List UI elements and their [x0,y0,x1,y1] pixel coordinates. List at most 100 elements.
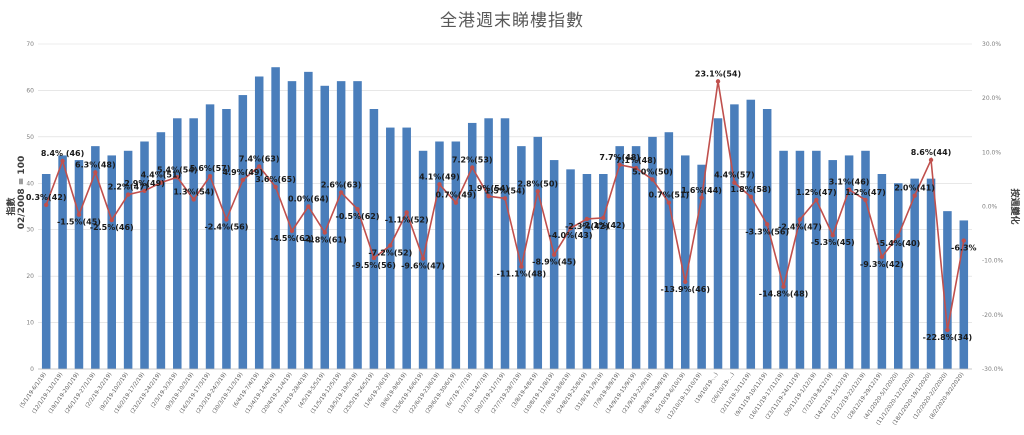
x-tick-label: (18/5/19-19/5/19) [326,372,359,415]
line-point [338,190,344,195]
bar [697,164,706,369]
bar [435,141,444,369]
line-point [650,177,655,182]
data-label: 3.6%(65) [255,175,296,184]
x-tick-label: (15/6/19-16/6/19) [392,372,425,415]
bar [386,127,395,369]
data-label: 4.4%(57) [714,171,755,180]
line-point [453,200,459,205]
bar [58,155,67,369]
x-tick-label: (17/8/19-18/8/19) [539,372,572,415]
x-tick-label: (12/1/19-13/1/19) [31,372,64,415]
x-tick-label: (16/2/19-17/2/19) [113,372,146,415]
line-point [486,194,491,199]
data-label: -11.1%(48) [497,270,547,279]
line-point [470,165,475,170]
data-label: 6.3%(48) [75,160,116,169]
line-point [207,173,213,179]
bar-series [41,67,969,370]
y2-tick-label: 0.0% [982,204,998,211]
line-point [732,180,737,185]
line-point [388,243,393,248]
data-label: -13.9%(46) [660,285,710,294]
bar [812,150,821,369]
bar [877,174,887,369]
x-tick-label: (14/9/19-15/9/19) [605,372,638,415]
bar [517,146,526,369]
line-point [879,254,885,260]
y2-tick-label: 20.0% [982,95,1001,102]
bar [631,146,641,369]
x-tick-label: (11/5/19-12/5/19) [310,372,343,415]
x-tick-label: (13/7/19-14/7/19) [457,372,490,415]
x-tick-label: (20/7/19-21/7/19) [474,372,507,415]
line-point [633,165,639,171]
data-label: 1.9%(54) [468,184,509,193]
line-point [60,158,65,164]
line-point [748,194,753,199]
data-label: 7.7%(48) [599,153,640,162]
y-tick-label: 60 [26,87,34,94]
line-point [961,238,967,243]
bar [123,150,133,369]
line-point [699,195,704,201]
data-label: 5.6%(57) [190,164,231,173]
data-label: -2.1%(42) [581,221,625,230]
data-label: 4.4%(51) [141,171,182,180]
x-tick-label: (23/3/19-24/3/19) [195,372,228,415]
line-point [273,184,278,190]
bar [910,178,919,369]
y-tick-label: 0 [30,366,34,373]
line-point [551,252,557,257]
x-tick-label: (13/4/19-14/4/19) [244,372,277,415]
line-point [224,217,229,222]
line-point [404,210,409,215]
x-tick-label: (19/1/19-20/1/19) [48,372,81,415]
y2-tick-label: 10.0% [982,149,1001,156]
y-tick-label: 30 [26,227,34,234]
bar [861,150,870,369]
data-label: -9.5%(56) [352,261,396,270]
data-label: -14.8%(48) [759,290,809,299]
line-point [797,217,803,222]
bar [664,132,674,369]
data-label: 23.1%(54) [695,69,741,78]
data-label: -9.3%(42) [860,260,904,269]
x-tick-label: (29/6/19-30/6/19) [425,372,458,415]
data-label: -7.2%(52) [368,249,412,258]
x-tick-label: (22/6/19-23/6/19) [408,372,441,415]
data-label: -5.4%(40) [876,239,920,248]
line-point [420,256,426,261]
bar [107,155,116,369]
x-tick-label: (2/11/19-3/11/19) [720,372,753,415]
x-tick-label: (27/4/19-28/4/19) [277,372,310,415]
bar [74,160,84,369]
bar [549,160,559,369]
y-tick-label: 10 [26,320,34,327]
data-label: 7.1%(48) [616,156,657,165]
data-label: -5.3%(45) [811,238,855,247]
y-axis-title: 指數 [5,197,17,216]
y2-tick-label: 30.0% [982,41,1001,48]
line-point [683,279,688,284]
x-tick-label: (21/9/19-22/9/19) [621,372,654,415]
data-label: 0.3%(42) [26,193,67,202]
data-label: -9.6%(47) [401,262,445,271]
x-tick-label: (25/5/19-26/5/19) [343,372,376,415]
x-tick-label: (26/1/19-27/1/19) [64,372,97,415]
line-point [306,204,311,209]
line-point [928,157,934,163]
bar [189,118,198,370]
y-tick-label: 20 [26,273,34,280]
bar [238,95,248,370]
data-label: -6.3% [951,244,977,253]
line-point [322,230,327,235]
bar [762,109,772,369]
data-label: -4.8%(61) [303,236,347,245]
bar [533,136,543,369]
line-point [912,193,917,198]
line-point [109,217,114,223]
data-label: -2.3%(42) [565,222,609,231]
data-label: 0.0%(64) [288,195,329,204]
